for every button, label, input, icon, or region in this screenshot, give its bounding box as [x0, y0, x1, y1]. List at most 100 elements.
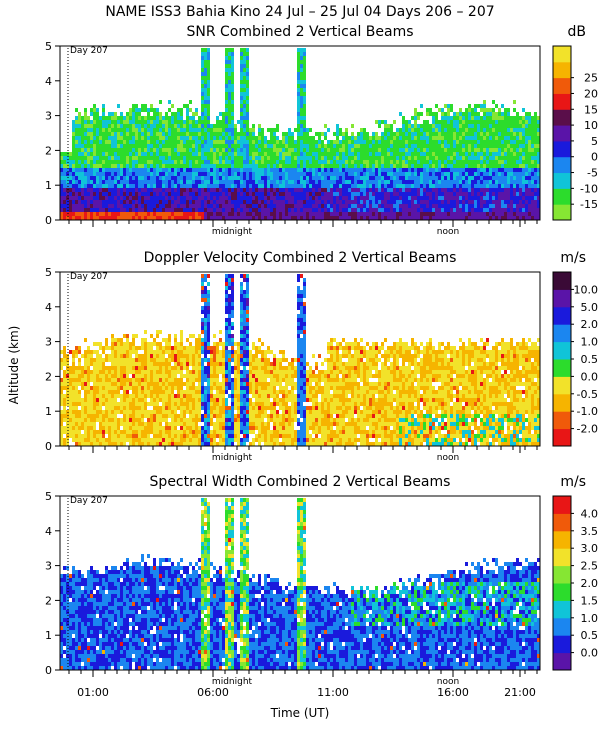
heatmap-cell — [111, 116, 114, 120]
heatmap-cell — [120, 338, 123, 342]
heatmap-cell — [465, 116, 468, 120]
heatmap-cell — [186, 184, 189, 188]
heatmap-cell — [462, 212, 465, 216]
heatmap-cell — [420, 124, 423, 128]
heatmap-cell — [93, 168, 96, 172]
heatmap-cell — [225, 48, 228, 52]
heatmap-cell — [486, 208, 489, 212]
heatmap-cell — [270, 212, 273, 216]
heatmap-cell — [441, 176, 444, 180]
heatmap-cell — [201, 136, 204, 140]
heatmap-cell — [267, 180, 270, 184]
heatmap-cell — [63, 442, 66, 446]
heatmap-cell — [384, 212, 387, 216]
heatmap-cell — [432, 140, 435, 144]
heatmap-cell — [108, 172, 111, 176]
heatmap-cell — [237, 192, 240, 196]
heatmap-cell — [414, 120, 417, 124]
heatmap-cell — [333, 172, 336, 176]
heatmap-cell — [300, 60, 303, 64]
heatmap-cell — [192, 196, 195, 200]
heatmap-cell — [153, 148, 156, 152]
heatmap-cell — [327, 188, 330, 192]
heatmap-cell — [132, 172, 135, 176]
heatmap-cell — [303, 132, 306, 136]
heatmap-cell — [360, 180, 363, 184]
heatmap-cell — [261, 212, 264, 216]
heatmap-cell — [222, 192, 225, 196]
heatmap-cell — [177, 164, 180, 168]
heatmap-cell — [99, 438, 102, 442]
heatmap-cell — [279, 180, 282, 184]
heatmap-cell — [270, 164, 273, 168]
heatmap-cell — [183, 160, 186, 164]
heatmap-cell — [282, 188, 285, 192]
heatmap-cell — [237, 136, 240, 140]
heatmap-cell — [126, 160, 129, 164]
heatmap-cell — [105, 410, 108, 414]
heatmap-cell — [78, 426, 81, 430]
heatmap-cell — [534, 184, 537, 188]
heatmap-cell — [327, 168, 330, 172]
heatmap-cell — [303, 136, 306, 140]
heatmap-cell — [225, 124, 228, 128]
heatmap-cell — [93, 208, 96, 212]
heatmap-cell — [96, 112, 99, 116]
heatmap-cell — [159, 160, 162, 164]
heatmap-cell — [534, 144, 537, 148]
heatmap-cell — [393, 212, 396, 216]
heatmap-cell — [165, 188, 168, 192]
heatmap-cell — [285, 132, 288, 136]
heatmap-cell — [177, 196, 180, 200]
heatmap-cell — [204, 96, 207, 100]
heatmap-cell — [246, 68, 249, 72]
heatmap-cell — [522, 132, 525, 136]
heatmap-cell — [258, 128, 261, 132]
heatmap-cell — [447, 176, 450, 180]
heatmap-cell — [414, 216, 417, 220]
heatmap-cell — [480, 216, 483, 220]
heatmap-cell — [384, 144, 387, 148]
heatmap-cell — [228, 216, 231, 220]
heatmap-cell — [504, 144, 507, 148]
heatmap-cell — [129, 212, 132, 216]
heatmap-cell — [72, 410, 75, 414]
heatmap-cell — [297, 72, 300, 76]
heatmap-cell — [465, 184, 468, 188]
heatmap-cell — [513, 192, 516, 196]
heatmap-cell — [111, 350, 114, 354]
heatmap-cell — [441, 192, 444, 196]
heatmap-cell — [141, 196, 144, 200]
heatmap-cell — [171, 120, 174, 124]
heatmap-cell — [456, 120, 459, 124]
heatmap-cell — [105, 208, 108, 212]
heatmap-cell — [114, 112, 117, 116]
heatmap-cell — [201, 76, 204, 80]
heatmap-cell — [366, 164, 369, 168]
heatmap-cell — [516, 152, 519, 156]
heatmap-cell — [192, 116, 195, 120]
heatmap-cell — [537, 200, 540, 204]
heatmap-cell — [117, 140, 120, 144]
heatmap-cell — [201, 132, 204, 136]
heatmap-cell — [81, 120, 84, 124]
heatmap-cell — [282, 200, 285, 204]
heatmap-cell — [102, 374, 105, 378]
heatmap-cell — [303, 92, 306, 96]
heatmap-cell — [201, 68, 204, 72]
heatmap-cell — [246, 208, 249, 212]
heatmap-cell — [213, 160, 216, 164]
heatmap-cell — [78, 350, 81, 354]
heatmap-cell — [261, 132, 264, 136]
heatmap-cell — [297, 132, 300, 136]
heatmap-cell — [447, 164, 450, 168]
heatmap-cell — [426, 192, 429, 196]
heatmap-cell — [420, 144, 423, 148]
heatmap-cell — [123, 136, 126, 140]
heatmap-cell — [498, 160, 501, 164]
heatmap-cell — [375, 136, 378, 140]
heatmap-cell — [96, 124, 99, 128]
time-marker-midnight: midnight — [212, 227, 253, 237]
heatmap-cell — [162, 128, 165, 132]
